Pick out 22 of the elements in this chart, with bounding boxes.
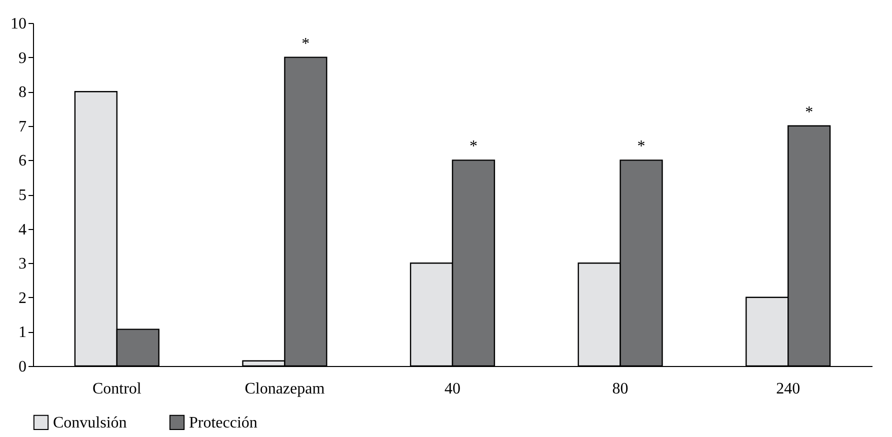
y-tick-label: 10 (10, 16, 26, 32)
x-tick-label: Control (92, 380, 142, 398)
y-tick-label: 0 (18, 358, 26, 376)
annotation: * (302, 35, 310, 52)
y-tick-label: 8 (18, 84, 26, 102)
y-tick-label: 4 (18, 221, 26, 238)
y-tick-label: 3 (18, 256, 26, 273)
y-tick-label: 2 (18, 290, 26, 307)
annotation: * (637, 138, 646, 156)
y-tick-label: 7 (18, 118, 26, 136)
y-tick-label: 9 (18, 50, 26, 67)
legend-label: Convulsión (53, 414, 127, 432)
annotation: * (805, 104, 814, 121)
x-tick-label: 240 (776, 380, 800, 398)
y-tick-label: 5 (18, 187, 26, 204)
y-tick-label: 1 (18, 324, 26, 342)
legend-label: Protección (189, 414, 258, 432)
x-tick-label: Clonazepam (244, 380, 326, 398)
annotation: * (469, 138, 478, 156)
y-tick-label: 6 (18, 152, 26, 170)
x-tick-label: 40 (444, 380, 460, 398)
x-tick-label: 80 (612, 380, 628, 398)
